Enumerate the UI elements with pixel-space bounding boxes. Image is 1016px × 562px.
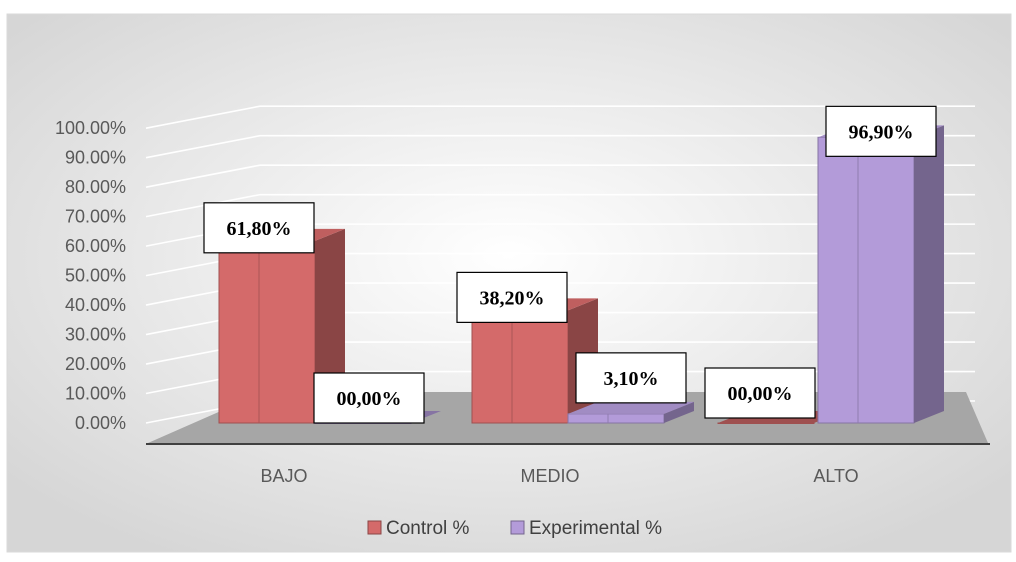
data-label: 3,10%: [604, 368, 659, 390]
y-tick-label: 100.00%: [55, 118, 126, 138]
y-tick-label: 70.00%: [65, 207, 126, 227]
bar-experimental-medio: [567, 401, 694, 424]
gridline: [145, 105, 975, 129]
legend-label: Experimental %: [529, 518, 662, 539]
x-tick-label: ALTO: [813, 466, 858, 486]
legend-label: Control %: [386, 518, 470, 539]
x-tick-label: MEDIO: [520, 466, 579, 486]
gridline: [145, 193, 975, 218]
y-tick-label: 60.00%: [65, 236, 126, 256]
data-label-experimental-bajo: 00,00%: [313, 372, 425, 424]
legend-swatch: [510, 520, 525, 535]
legend: Control % Experimental %: [367, 518, 662, 539]
data-label-control-medio: 38,20%: [456, 271, 568, 323]
y-tick-label: 40.00%: [65, 295, 126, 315]
data-label: 00,00%: [337, 388, 402, 410]
bar-control-medio: [471, 298, 598, 424]
y-tick-label: 50.00%: [65, 266, 126, 286]
y-tick-label: 30.00%: [65, 325, 126, 345]
y-tick-label: 10.00%: [65, 384, 126, 404]
data-label-experimental-medio: 3,10%: [575, 352, 687, 404]
x-tick-label: BAJO: [260, 466, 307, 486]
y-tick-label: 90.00%: [65, 148, 126, 168]
gridline: [145, 134, 975, 159]
data-label-experimental-alto: 96,90%: [825, 105, 937, 157]
legend-swatch: [367, 520, 382, 535]
data-label: 38,20%: [480, 287, 545, 309]
data-label-control-bajo: 61,80%: [203, 202, 315, 254]
y-tick-label: 80.00%: [65, 177, 126, 197]
data-label: 00,00%: [728, 383, 793, 405]
data-label-control-alto: 00,00%: [704, 367, 816, 419]
y-tick-label: 0.00%: [75, 413, 126, 433]
bar-experimental-alto: [817, 125, 944, 424]
y-tick-label: 20.00%: [65, 354, 126, 374]
data-label: 96,90%: [849, 121, 914, 143]
data-label: 61,80%: [227, 218, 292, 240]
gridline: [145, 164, 975, 188]
